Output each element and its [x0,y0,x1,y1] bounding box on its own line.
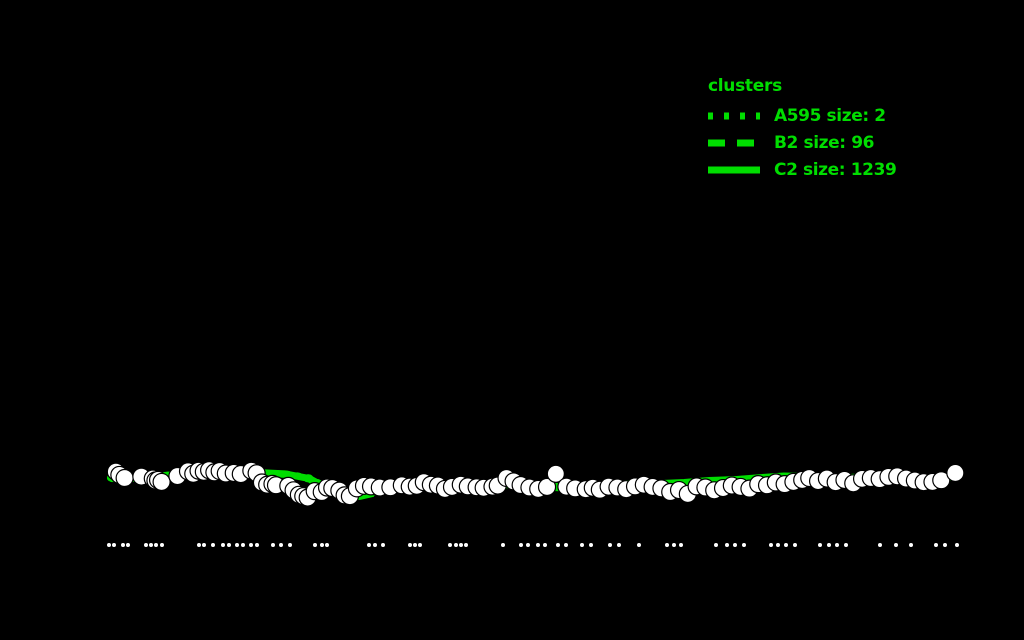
x-axis-tick [221,543,226,547]
x-axis-tick [154,543,159,547]
x-axis-tick [608,543,613,547]
x-axis-tick [143,543,148,547]
x-axis-tick [934,543,938,547]
x-axis-tick [319,543,324,547]
x-axis-tick [120,543,125,547]
x-axis-tick [742,543,747,547]
x-axis-tick [518,543,523,547]
scatter-point [932,471,951,490]
legend-title: clusters [708,76,782,96]
legend-item-a595[interactable]: A595 size: 2 [706,102,938,129]
x-axis-tick [418,543,423,547]
x-axis-tick [413,543,417,547]
legend-label-b2: B2 size: 96 [774,132,875,153]
legend-swatch-dashed-icon [706,136,762,150]
x-axis-tick [279,543,284,547]
x-axis-tick [312,543,317,547]
x-axis-tick [580,543,585,547]
x-axis-tick [835,543,840,547]
x-axis-tick [458,543,463,547]
x-axis-tick [325,543,329,547]
x-axis-tick [464,543,469,547]
x-axis-tick [636,543,641,547]
x-axis-tick [448,543,453,547]
x-axis-tick [367,543,372,547]
x-axis-tick [381,543,386,547]
legend-swatch-solid-icon [706,163,762,177]
x-axis-tick [543,543,548,547]
x-axis-tick [817,543,822,547]
x-axis-tick [112,543,117,547]
x-axis-tick [126,543,131,547]
x-axis-tick [249,543,254,547]
x-axis-tick [501,543,505,547]
x-axis-tick [226,543,231,547]
x-axis-tick [826,543,831,547]
x-axis-tick [793,543,798,547]
scatter-point [537,477,557,497]
x-axis-tick [270,543,275,547]
x-axis-tick [159,543,164,547]
x-axis-tick [555,543,560,547]
x-axis-tick [664,543,669,547]
legend-label-a595: A595 size: 2 [774,105,886,126]
x-axis-tick [909,543,914,547]
legend-item-c2[interactable]: C2 size: 1239 [706,156,938,183]
scatter-point [946,463,965,483]
x-axis-tick [235,543,240,547]
x-axis-tick [844,543,849,547]
x-axis-tick [724,543,729,547]
x-axis-tick [254,543,259,547]
x-axis-tick [678,543,683,547]
x-axis-tick [536,543,541,547]
x-axis-tickmarks [0,540,1024,552]
legend-label-c2: C2 size: 1239 [774,159,897,180]
x-axis-tick [589,543,593,547]
x-axis-tick [196,543,201,547]
scatter-point [152,472,171,492]
legend-swatch-dotted-icon [706,109,762,123]
x-axis-tick [942,543,947,547]
scatter-point [546,464,565,483]
scatter-points-group [106,461,965,507]
x-axis-tick [149,543,153,547]
x-axis-tick [288,543,293,547]
x-axis-tick [525,543,530,547]
x-axis-tick [106,543,111,547]
x-axis-tick [775,543,780,547]
x-axis-tick [453,543,458,547]
x-axis-tick [784,543,789,547]
x-axis-tick [955,543,960,547]
x-axis-tick [877,543,882,547]
legend-item-b2[interactable]: B2 size: 96 [706,129,938,156]
x-axis-tick [671,543,676,547]
x-axis-tick [768,543,773,547]
x-axis-tick [893,543,898,547]
x-axis-tick [733,543,738,547]
x-axis-tick [564,543,569,547]
x-axis-tick [617,543,622,547]
x-axis-tick [210,543,215,547]
x-axis-tick [372,543,377,547]
x-axis-tick [407,543,412,547]
x-axis-tick [201,543,206,547]
scatter-point [115,468,134,488]
x-axis-tick [714,543,718,547]
x-axis-tick [240,543,245,547]
legend: clusters A595 size: 2 B2 size: 96 [706,76,938,183]
